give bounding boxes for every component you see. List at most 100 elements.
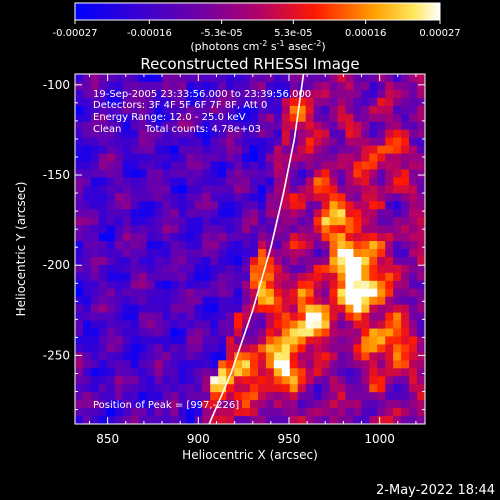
heatmap-cell: [361, 169, 370, 178]
heatmap-cell: [178, 201, 187, 210]
heatmap-cell: [369, 312, 378, 322]
heatmap-cell: [337, 209, 347, 218]
heatmap-cell: [90, 209, 100, 218]
heatmap-cell: [122, 272, 132, 282]
heatmap-cell: [138, 264, 148, 274]
heatmap-cell: [170, 296, 179, 306]
heatmap-cell: [242, 185, 251, 194]
heatmap-cell: [305, 105, 315, 115]
heatmap-cell: [234, 368, 243, 377]
heatmap-cell: [186, 161, 195, 171]
heatmap-cell: [218, 217, 227, 226]
heatmap-cell: [345, 177, 354, 186]
heatmap-cell: [329, 89, 339, 99]
heatmap-cell: [257, 336, 267, 346]
heatmap-cell: [250, 280, 259, 290]
heatmap-cell: [289, 121, 299, 131]
heatmap-cell: [329, 153, 339, 163]
heatmap-cell: [194, 264, 203, 274]
heatmap-cell: [250, 416, 259, 424]
heatmap-cell: [82, 169, 92, 178]
heatmap-cell: [369, 272, 378, 282]
heatmap-cell: [345, 169, 354, 178]
heatmap-cell: [210, 161, 219, 171]
heatmap-cell: [178, 225, 187, 234]
heatmap-cell: [218, 328, 227, 338]
heatmap-cell: [154, 153, 164, 163]
heatmap-cell: [154, 288, 164, 298]
heatmap-cell: [122, 74, 132, 83]
heatmap-cell: [417, 368, 425, 377]
heatmap-cell: [218, 360, 227, 369]
heatmap-cell: [130, 177, 140, 186]
heatmap-cell: [234, 185, 243, 194]
heatmap-cell: [242, 392, 251, 401]
heatmap-cell: [106, 304, 116, 314]
heatmap-cell: [122, 360, 132, 369]
heatmap-cell: [242, 376, 251, 385]
heatmap-cell: [90, 137, 100, 147]
heatmap-cell: [337, 376, 347, 385]
heatmap-cell: [130, 225, 140, 234]
heatmap-cell: [393, 392, 402, 401]
heatmap-cell: [154, 105, 164, 115]
heatmap-cell: [130, 161, 140, 171]
heatmap-cell: [98, 81, 108, 91]
heatmap-cell: [194, 145, 203, 155]
heatmap-cell: [337, 312, 347, 322]
heatmap-cell: [162, 328, 172, 338]
heatmap-cell: [337, 392, 347, 401]
heatmap-cell: [194, 352, 203, 361]
heatmap-cell: [369, 74, 378, 83]
heatmap-cell: [273, 225, 283, 234]
heatmap-cell: [242, 217, 251, 226]
heatmap-cell: [313, 249, 323, 258]
heatmap-cell: [401, 225, 410, 234]
heatmap-cell: [337, 121, 347, 131]
heatmap-cell: [75, 408, 84, 417]
y-tick-label: -200: [43, 258, 70, 272]
heatmap-cell: [385, 241, 394, 250]
heatmap-cell: [273, 288, 283, 298]
heatmap-cell: [401, 256, 410, 266]
heatmap-cell: [281, 384, 291, 393]
heatmap-cell: [186, 304, 195, 314]
heatmap-cell: [106, 129, 116, 139]
heatmap-cell: [321, 177, 331, 186]
heatmap-cell: [106, 288, 116, 298]
heatmap-cell: [114, 241, 124, 250]
heatmap-cell: [162, 89, 172, 99]
heatmap-cell: [281, 89, 291, 99]
heatmap-cell: [202, 360, 211, 369]
heatmap-cell: [289, 384, 299, 393]
heatmap-cell: [257, 121, 267, 131]
heatmap-cell: [289, 153, 299, 163]
heatmap-cell: [345, 89, 354, 99]
heatmap-cell: [377, 328, 386, 338]
heatmap-cell: [369, 145, 378, 155]
heatmap-cell: [130, 209, 140, 218]
colorbar-tick-label: 5.3e-05: [274, 28, 312, 39]
heatmap-cell: [130, 97, 140, 107]
heatmap-cell: [106, 121, 116, 131]
heatmap-cell: [234, 312, 243, 322]
heatmap-cell: [321, 233, 331, 242]
heatmap-cell: [75, 177, 84, 186]
heatmap-cell: [154, 408, 164, 417]
heatmap-cell: [345, 320, 354, 330]
heatmap-cell: [305, 145, 315, 155]
heatmap-cell: [82, 81, 92, 91]
heatmap-cell: [417, 193, 425, 202]
heatmap-cell: [130, 74, 140, 83]
heatmap-cell: [98, 384, 108, 393]
heatmap-cell: [393, 408, 402, 417]
heatmap-cell: [289, 376, 299, 385]
heatmap-cell: [162, 344, 172, 353]
heatmap-cell: [114, 145, 124, 155]
heatmap-cell: [130, 384, 140, 393]
heatmap-cell: [305, 304, 315, 314]
heatmap-cell: [178, 312, 187, 322]
heatmap-cell: [305, 400, 315, 409]
heatmap-cell: [186, 249, 195, 258]
heatmap-cell: [305, 296, 315, 306]
